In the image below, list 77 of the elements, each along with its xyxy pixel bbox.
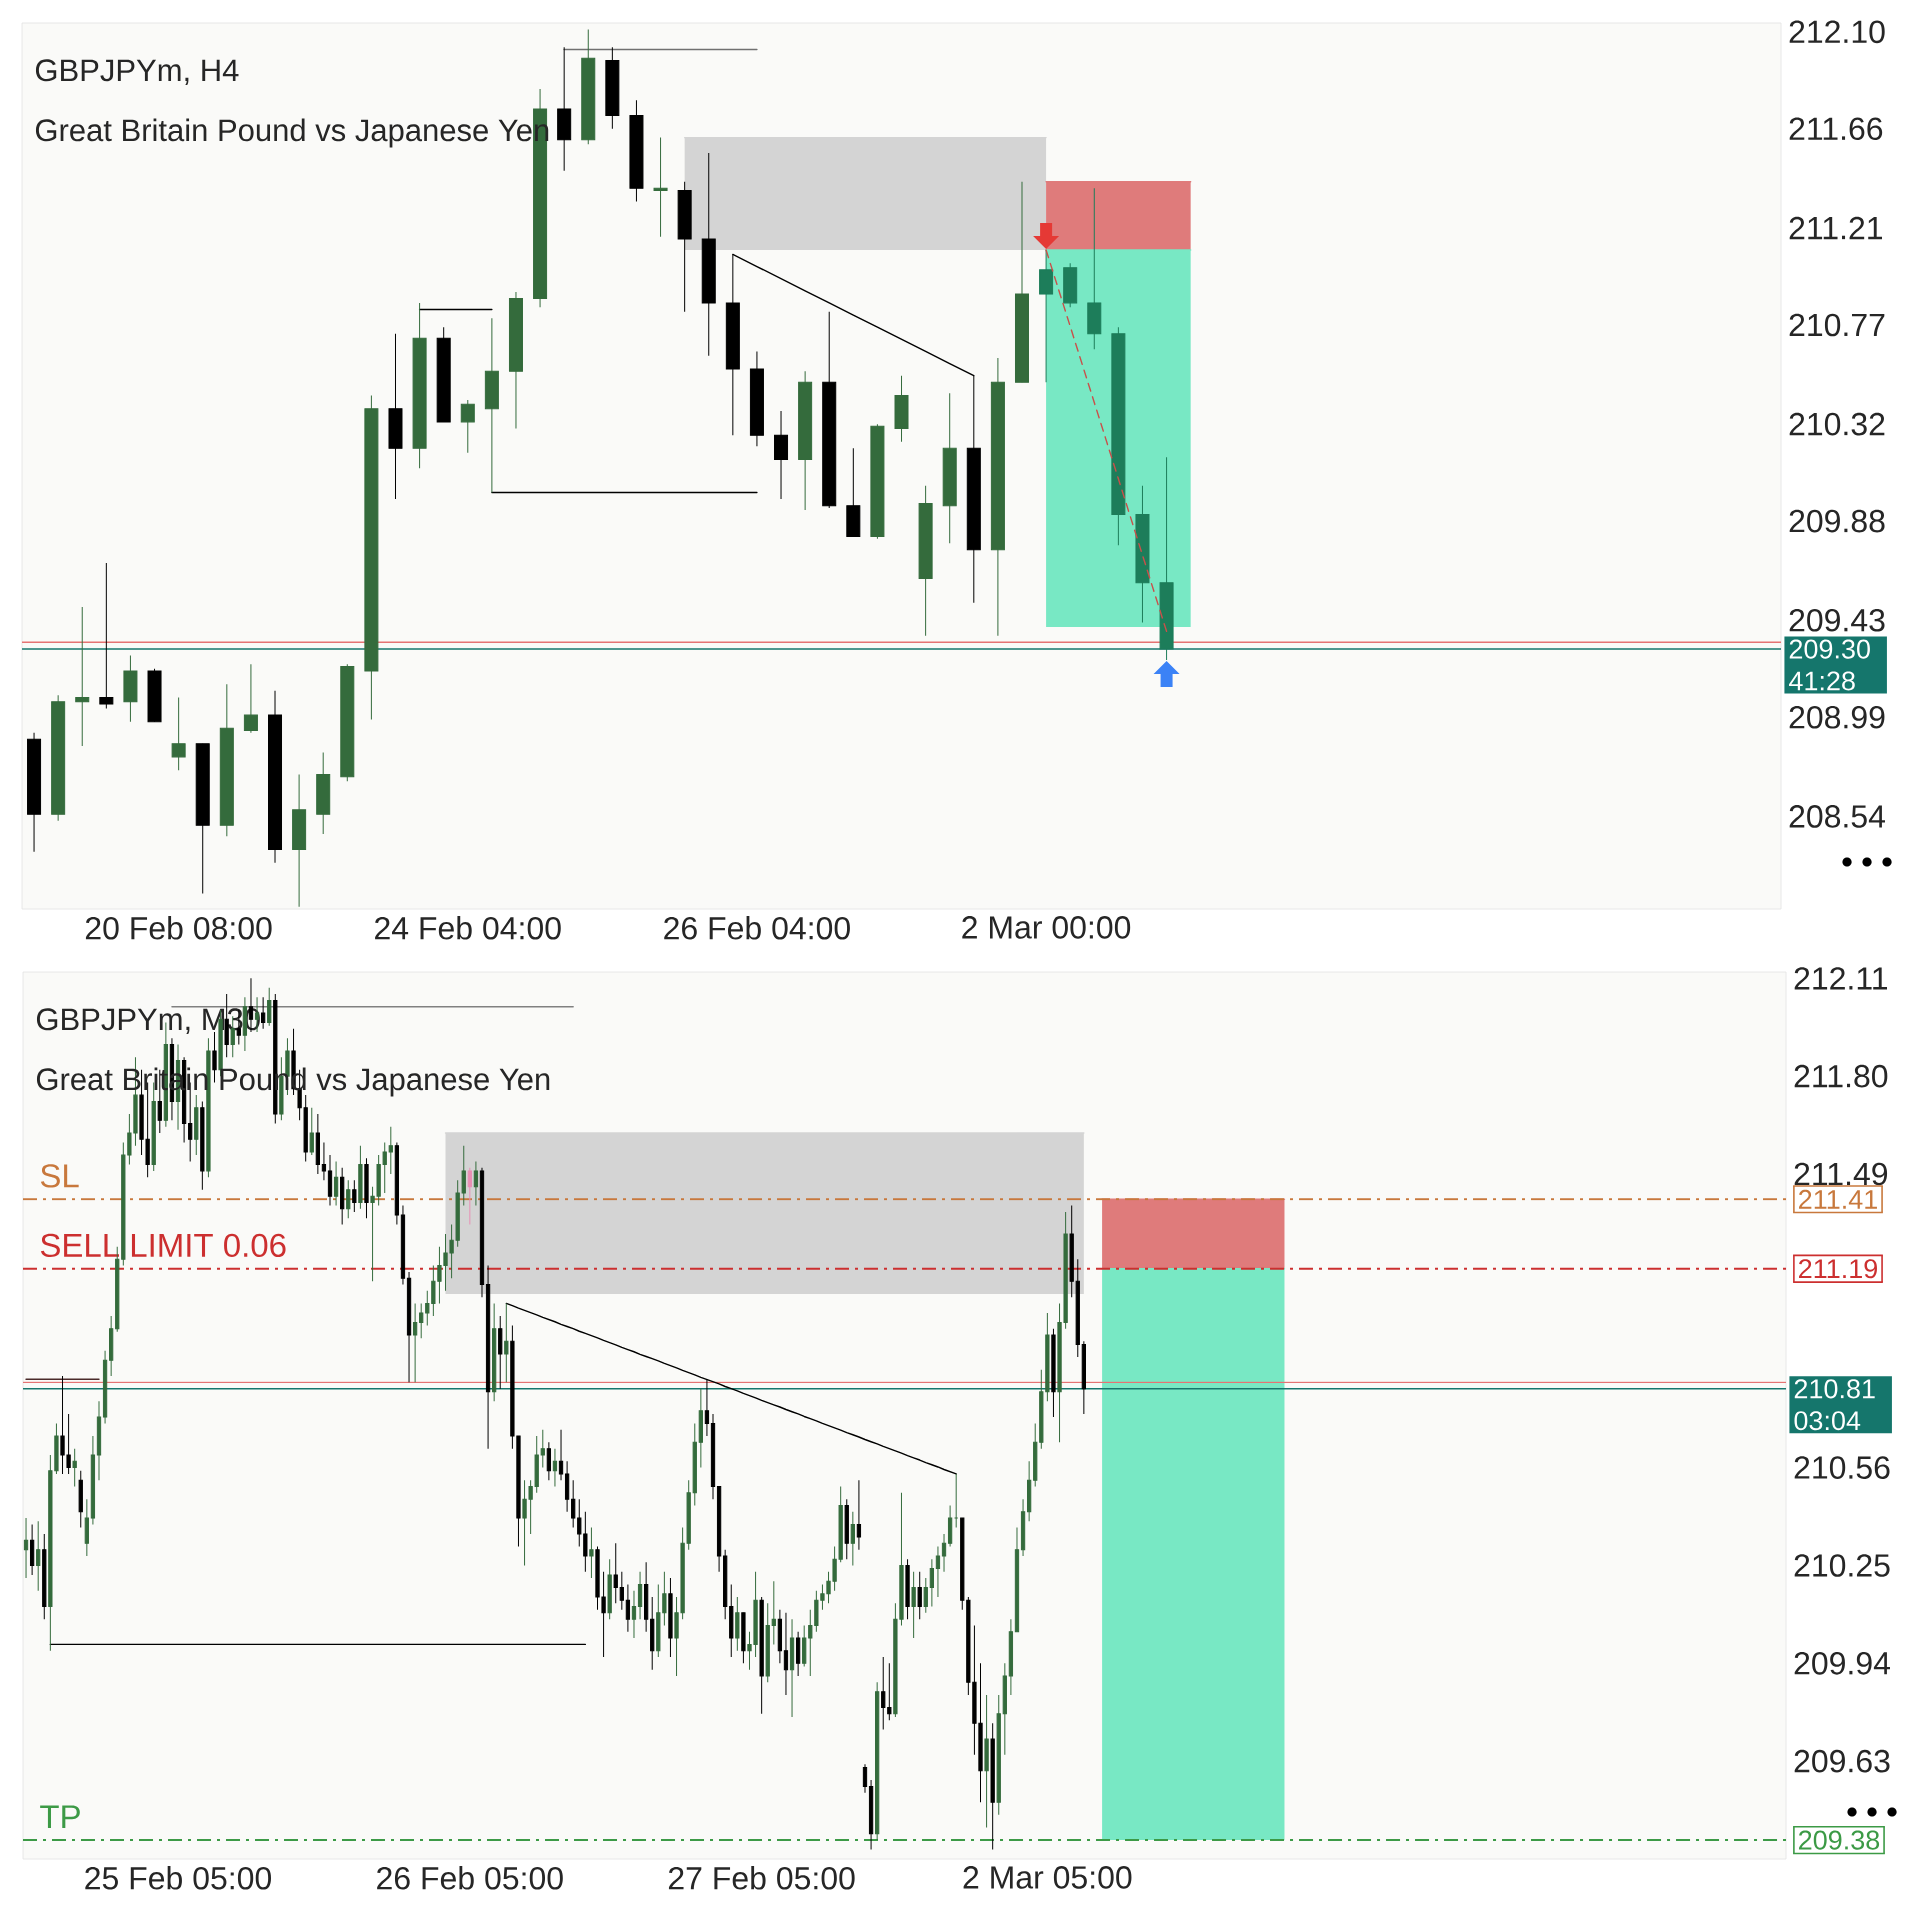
ref-line-label: SL <box>40 1164 79 1188</box>
candlestick <box>923 1577 928 1614</box>
candlestick <box>783 1612 789 1696</box>
candlestick <box>473 1160 479 1207</box>
x-tick-label: 20 Feb 08:00 <box>85 916 272 940</box>
candlestick <box>631 1590 637 1639</box>
y-tick-label: 211.49 <box>1794 1162 1888 1186</box>
y-tick-label: 211.66 <box>1789 117 1883 141</box>
candlestick <box>346 1179 351 1219</box>
y-tick-label: 208.54 <box>1789 805 1885 828</box>
x-tick-label: 26 Feb 04:00 <box>664 916 850 940</box>
y-tick-label: 211.19 <box>1799 1259 1877 1279</box>
ref-line-label: 209.30 41:28 <box>1789 639 1870 691</box>
candlestick <box>352 1179 357 1213</box>
x-tick-label: 2 Mar 05:00 <box>963 1866 1132 1889</box>
candlestick <box>419 1302 424 1339</box>
x-tick-label: 27 Feb 05:00 <box>668 1866 855 1890</box>
y-tick-label: 209.38 <box>1799 1830 1880 1850</box>
y-tick-label: 210.56 <box>1794 1456 1890 1479</box>
candlestick <box>625 1583 631 1633</box>
ref-line-label: 210.81 03:04 <box>1794 1379 1875 1431</box>
candlestick <box>911 1571 916 1639</box>
candlestick <box>941 1533 947 1573</box>
candlestick <box>36 1520 41 1592</box>
candlestick <box>243 663 258 734</box>
candlestick <box>460 399 475 454</box>
candlestick <box>771 1580 776 1645</box>
x-tick-label: 25 Feb 05:00 <box>85 1866 272 1890</box>
candlestick <box>637 1571 643 1620</box>
candlestick <box>619 1571 624 1611</box>
candlestick <box>856 1479 862 1551</box>
candlestick <box>72 1448 77 1488</box>
candlestick <box>589 1527 594 1579</box>
candlestick <box>558 1429 564 1481</box>
x-tick-label: 26 Feb 05:00 <box>377 1866 563 1890</box>
candlestick <box>653 137 668 238</box>
ref-line-label: SELL LIMIT 0.06 <box>40 1233 286 1258</box>
candlestick <box>321 1141 327 1181</box>
candlestick <box>546 1441 552 1481</box>
y-tick-label: 211.21 <box>1789 216 1882 240</box>
candlestick <box>467 1167 472 1226</box>
candlestick <box>704 1378 710 1437</box>
candlestick <box>571 1479 576 1529</box>
candlestick <box>613 1542 618 1604</box>
y-tick-label: 212.11 <box>1794 967 1887 990</box>
y-tick-label: 209.88 <box>1789 509 1885 533</box>
x-tick-label: 24 Feb 04:00 <box>375 916 561 940</box>
candlestick <box>862 1763 868 1794</box>
y-tick-label: 210.25 <box>1794 1554 1890 1577</box>
candlestick <box>504 1302 509 1383</box>
candlestick <box>212 1031 217 1083</box>
candlestick <box>929 1558 935 1607</box>
y-tick-label: 211.80 <box>1794 1064 1888 1088</box>
candlestick <box>412 1302 418 1383</box>
candlestick <box>171 696 186 771</box>
text: GBPJPYm, H4 <box>35 59 239 85</box>
ref-line-label: TP <box>40 1805 80 1829</box>
candlestick <box>850 1511 855 1566</box>
candlestick <box>388 1126 393 1175</box>
candlestick <box>260 996 266 1030</box>
y-tick-label: 209.94 <box>1794 1652 1890 1675</box>
candlestick <box>333 1160 339 1207</box>
y-tick-label: 212.10 <box>1789 20 1885 44</box>
y-tick-label: 209.43 <box>1789 608 1885 632</box>
y-tick-label: 211.41 <box>1799 1189 1877 1209</box>
candlestick <box>309 1107 314 1156</box>
candlestick <box>267 987 272 1027</box>
x-tick-label: 2 Mar 00:00 <box>962 916 1131 939</box>
candlestick <box>935 1546 941 1598</box>
y-tick-label: 209.63 <box>1794 1749 1890 1773</box>
candlestick <box>99 562 114 709</box>
candlestick <box>552 1448 558 1488</box>
y-tick-label: 210.32 <box>1789 412 1885 436</box>
y-tick-label: 208.99 <box>1789 705 1885 729</box>
candlestick <box>75 606 90 747</box>
y-tick-label: 210.77 <box>1789 313 1885 337</box>
candlestick <box>917 1571 922 1620</box>
